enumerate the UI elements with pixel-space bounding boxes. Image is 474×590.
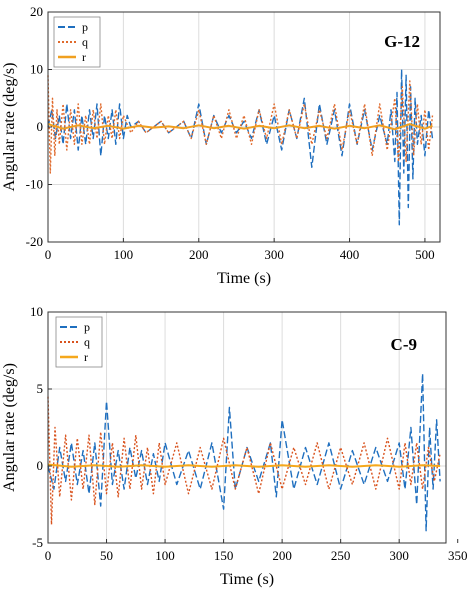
x-tick-label: 50: [100, 548, 113, 563]
x-tick-label: 0: [45, 548, 52, 563]
series-line-r: [47, 463, 441, 468]
y-tick-label: -5: [32, 535, 43, 550]
x-tick-label: 300: [389, 548, 409, 563]
x-tick-label: 100: [114, 247, 134, 262]
x-tick-label: 150: [214, 548, 234, 563]
plot-area: [48, 312, 446, 543]
x-tick-label: 400: [340, 247, 360, 262]
legend-label-q: q: [82, 35, 88, 49]
x-tick-label: 200: [189, 247, 209, 262]
x-tick-label: 200: [272, 548, 292, 563]
y-tick-label: 10: [30, 304, 43, 319]
legend: pqr: [55, 316, 103, 368]
x-tick-label: 0: [45, 247, 52, 262]
x-axis-label: Time (s): [217, 270, 271, 287]
y-tick-label: 5: [37, 381, 44, 396]
y-tick-label: 0: [37, 458, 44, 473]
y-tick-label: -10: [26, 177, 43, 192]
legend-label-p: p: [82, 20, 88, 34]
x-tick-label: 500: [415, 247, 435, 262]
y-axis-label: Angular rate (deg/s): [1, 63, 18, 192]
legend-label-q: q: [84, 335, 90, 349]
axes-frame: [47, 311, 447, 544]
legend: pqr: [53, 16, 101, 68]
legend-box: [55, 316, 103, 368]
series-line-q: [47, 396, 441, 526]
legend-label-r: r: [84, 350, 88, 364]
series-line-p: [47, 68, 434, 226]
y-axis-label: Angular rate (deg/s): [1, 363, 18, 492]
legend-label-r: r: [82, 50, 86, 64]
y-tick-label: 0: [37, 119, 44, 134]
y-tick-label: 20: [30, 4, 43, 19]
legend-label-p: p: [84, 320, 90, 334]
panel-tag: G-12: [384, 32, 420, 51]
y-tick-label: 10: [30, 62, 43, 77]
x-tick-label: 250: [331, 548, 351, 563]
x-tick-label: 300: [264, 247, 284, 262]
series-line-r: [47, 123, 433, 131]
panel-tag: C-9: [391, 335, 417, 354]
y-tick-label: -20: [26, 234, 43, 249]
legend-box: [53, 16, 101, 68]
x-tick-label: 100: [155, 548, 175, 563]
x-axis-label: Time (s): [220, 571, 274, 588]
x-tick-label: 350: [448, 548, 468, 563]
